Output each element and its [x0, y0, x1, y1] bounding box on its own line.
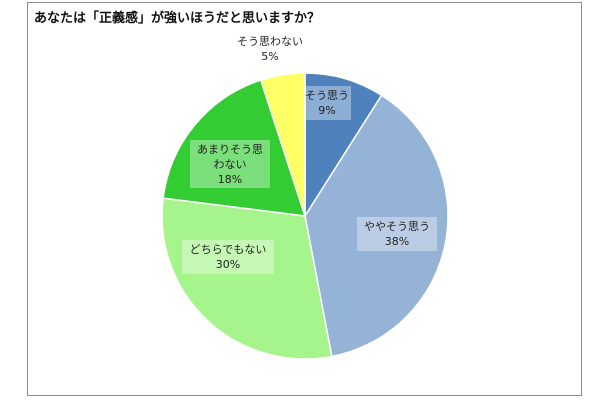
- slice-label-box: [190, 140, 270, 188]
- slice-label-box: [357, 217, 437, 251]
- pie-slice: [161, 197, 333, 360]
- slice-value-label: 5%: [261, 50, 278, 63]
- chart-title: あなたは「正義感」が強いほうだと思いますか？: [34, 11, 321, 26]
- slice-value-label: 30%: [216, 258, 240, 271]
- slice-value-label: 9%: [318, 104, 335, 117]
- slice-label-box: [182, 240, 274, 274]
- slice-label: そう思わない 5%: [237, 35, 303, 63]
- pie-slice: [304, 94, 449, 358]
- slice-category-label: あまりそう思: [197, 143, 263, 156]
- slice-category-label: わない: [214, 158, 247, 171]
- slice-value-label: 18%: [218, 173, 242, 186]
- slice-category-label: そう思う: [305, 89, 349, 102]
- slice-category-label: ややそう思う: [364, 220, 430, 233]
- pie-slice: [259, 72, 306, 217]
- slice-label: そう思う 9%: [303, 86, 351, 120]
- pie-slice: [304, 72, 383, 219]
- slice-category-label: どちらでもない: [190, 243, 267, 256]
- slice-label: ややそう思う 38%: [357, 217, 437, 251]
- slice-value-label: 38%: [385, 235, 409, 248]
- pie-slice: [162, 79, 307, 217]
- slice-category-label: そう思わない: [237, 35, 303, 48]
- slice-label-box: [303, 86, 351, 120]
- slice-label: どちらでもない 30%: [182, 240, 274, 274]
